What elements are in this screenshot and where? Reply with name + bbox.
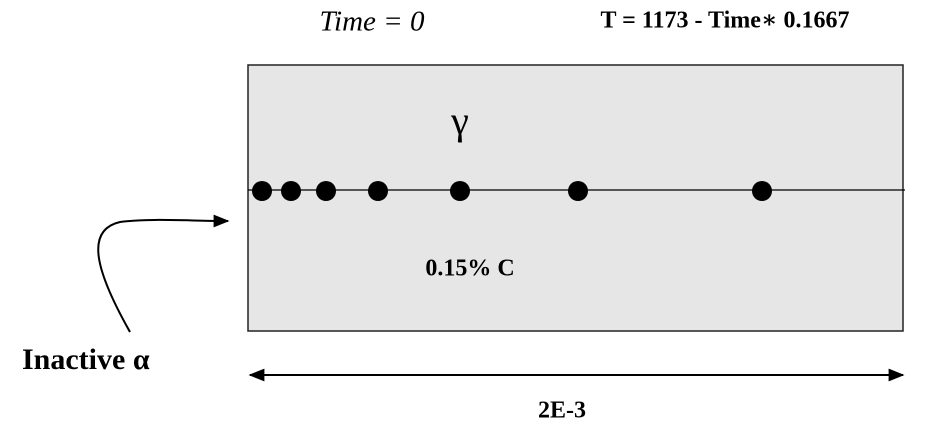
- grid-point: [368, 181, 388, 201]
- time-label: Time = 0: [320, 6, 425, 38]
- grid-point: [316, 181, 336, 201]
- grid-point: [450, 181, 470, 201]
- grid-point: [568, 181, 588, 201]
- boundary-label: Inactive α: [22, 343, 150, 376]
- boundary-arrow: [97, 214, 230, 333]
- grid-point: [281, 181, 301, 201]
- grid-points: [252, 181, 772, 201]
- composition-label: 0.15% C: [425, 256, 514, 282]
- grid-point: [752, 181, 772, 201]
- temperature-formula: T = 1173 - Time∗ 0.1667: [601, 8, 850, 34]
- width-label: 2E-3: [538, 398, 586, 424]
- grid-point: [252, 181, 272, 201]
- phase-label: γ: [450, 98, 469, 143]
